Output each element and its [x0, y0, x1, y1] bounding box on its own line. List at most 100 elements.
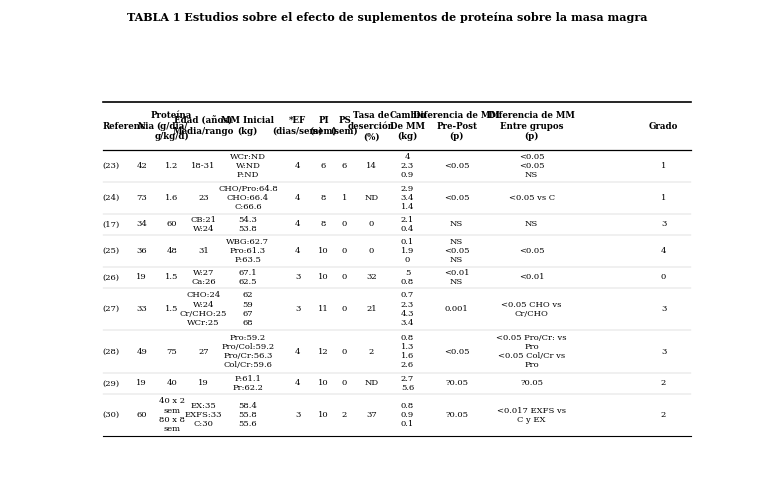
Text: 4: 4 [295, 221, 300, 229]
Text: 49: 49 [136, 348, 147, 356]
Text: TABLA 1 Estudios sobre el efecto de suplementos de proteína sobre la masa magra: TABLA 1 Estudios sobre el efecto de supl… [127, 12, 647, 23]
Text: 0: 0 [342, 221, 347, 229]
Text: CHO/Pro:64.8
CHO:66.4
C:66.6: CHO/Pro:64.8 CHO:66.4 C:66.6 [218, 185, 278, 211]
Text: 36: 36 [136, 247, 147, 255]
Text: (17): (17) [103, 221, 120, 229]
Text: 1.5: 1.5 [165, 305, 179, 313]
Text: Grado: Grado [649, 122, 678, 131]
Text: (27): (27) [103, 305, 120, 313]
Text: 4
2.3
0.9: 4 2.3 0.9 [401, 153, 414, 179]
Text: 2.9
3.4
1.4: 2.9 3.4 1.4 [401, 185, 414, 211]
Text: 2: 2 [661, 379, 666, 387]
Text: ?0.05: ?0.05 [445, 379, 468, 387]
Text: 48: 48 [166, 247, 177, 255]
Text: 3: 3 [661, 221, 666, 229]
Text: 54.3
53.8: 54.3 53.8 [238, 216, 257, 233]
Text: 27: 27 [198, 348, 209, 356]
Text: 23: 23 [198, 194, 209, 202]
Text: 3: 3 [661, 305, 666, 313]
Text: <0.05: <0.05 [444, 194, 469, 202]
Text: 0.7
2.3
4.3
3.4: 0.7 2.3 4.3 3.4 [401, 291, 414, 327]
Text: Referencia: Referencia [103, 122, 155, 131]
Text: 0: 0 [342, 273, 347, 281]
Text: <0.05 Pro/Cr: vs
Pro
<0.05 Col/Cr vs
Pro: <0.05 Pro/Cr: vs Pro <0.05 Col/Cr vs Pro [496, 334, 567, 369]
Text: 34: 34 [136, 221, 147, 229]
Text: WCr:ND
W:ND
P:ND: WCr:ND W:ND P:ND [230, 153, 266, 179]
Text: CB:21
W:24: CB:21 W:24 [190, 216, 217, 233]
Text: 2: 2 [661, 411, 666, 419]
Text: 0: 0 [342, 379, 347, 387]
Text: <0.05: <0.05 [519, 247, 544, 255]
Text: ?0.05: ?0.05 [445, 411, 468, 419]
Text: Edad (años)
Media/rango: Edad (años) Media/rango [173, 116, 235, 136]
Text: <0.01
NS: <0.01 NS [444, 269, 469, 286]
Text: <0.01: <0.01 [519, 273, 544, 281]
Text: 11: 11 [318, 305, 329, 313]
Text: <0.05: <0.05 [444, 348, 469, 356]
Text: PI
(sem): PI (sem) [310, 116, 337, 136]
Text: 33: 33 [136, 305, 147, 313]
Text: CHO:24
W:24
Cr/CHO:25
WCr:25: CHO:24 W:24 Cr/CHO:25 WCr:25 [180, 291, 228, 327]
Text: 4: 4 [661, 247, 666, 255]
Text: 1.6: 1.6 [165, 194, 178, 202]
Text: 8: 8 [320, 194, 326, 202]
Text: 75: 75 [166, 348, 177, 356]
Text: W:27
Ca:26: W:27 Ca:26 [191, 269, 216, 286]
Text: 0: 0 [661, 273, 666, 281]
Text: 60: 60 [166, 221, 177, 229]
Text: Tasa de
deserción
(%): Tasa de deserción (%) [348, 111, 395, 141]
Text: MM Inicial
(kg): MM Inicial (kg) [221, 116, 275, 136]
Text: 19: 19 [198, 379, 209, 387]
Text: 18-31: 18-31 [191, 162, 216, 170]
Text: Diferencia de MM
Pre-Post
(p): Diferencia de MM Pre-Post (p) [413, 111, 500, 141]
Text: 1.2: 1.2 [165, 162, 178, 170]
Text: 4: 4 [295, 194, 300, 202]
Text: NS
<0.05
NS: NS <0.05 NS [444, 238, 469, 264]
Text: Pro:59.2
Pro/Col:59.2
Pro/Cr:56.3
Col/Cr:59.6: Pro:59.2 Pro/Col:59.2 Pro/Cr:56.3 Col/Cr… [221, 334, 275, 369]
Text: 40 x 2
sem
80 x 8
sem: 40 x 2 sem 80 x 8 sem [159, 397, 185, 433]
Text: 0: 0 [369, 221, 374, 229]
Text: PS
(sem): PS (sem) [330, 116, 358, 136]
Text: 0.1
1.9
0: 0.1 1.9 0 [401, 238, 414, 264]
Text: 0.8
0.9
0.1: 0.8 0.9 0.1 [401, 402, 414, 429]
Text: ?0.05: ?0.05 [520, 379, 543, 387]
Text: 31: 31 [198, 247, 209, 255]
Text: 10: 10 [318, 411, 329, 419]
Text: 21: 21 [366, 305, 377, 313]
Text: (25): (25) [103, 247, 120, 255]
Text: 1: 1 [342, 194, 348, 202]
Text: 42: 42 [136, 162, 147, 170]
Text: 4: 4 [295, 247, 300, 255]
Text: 5
0.8: 5 0.8 [401, 269, 414, 286]
Text: 1: 1 [661, 194, 666, 202]
Text: 0.001: 0.001 [445, 305, 468, 313]
Text: 12: 12 [318, 348, 329, 356]
Text: (29): (29) [103, 379, 120, 387]
Text: (28): (28) [103, 348, 120, 356]
Text: 1: 1 [661, 162, 666, 170]
Text: 0: 0 [342, 348, 347, 356]
Text: NS: NS [450, 221, 464, 229]
Text: 14: 14 [366, 162, 377, 170]
Text: 2: 2 [369, 348, 374, 356]
Text: 6: 6 [342, 162, 347, 170]
Text: 62
59
67
68: 62 59 67 68 [242, 291, 253, 327]
Text: 0: 0 [342, 247, 347, 255]
Text: 3: 3 [295, 305, 300, 313]
Text: <0.05 vs C: <0.05 vs C [509, 194, 555, 202]
Text: P:61.1
Pr:62.2: P:61.1 Pr:62.2 [232, 375, 263, 392]
Text: 2: 2 [342, 411, 347, 419]
Text: N: N [138, 122, 146, 131]
Text: EX:35
EXFS:33
C:30: EX:35 EXFS:33 C:30 [185, 402, 222, 429]
Text: 73: 73 [136, 194, 147, 202]
Text: 19: 19 [136, 379, 147, 387]
Text: 37: 37 [366, 411, 377, 419]
Text: 1.5: 1.5 [165, 273, 179, 281]
Text: (24): (24) [103, 194, 120, 202]
Text: 0: 0 [369, 247, 374, 255]
Text: 2.1
0.4: 2.1 0.4 [401, 216, 414, 233]
Text: ND: ND [365, 194, 378, 202]
Text: 10: 10 [318, 247, 329, 255]
Text: WBG:62.7
Pro:61.3
P:63.5: WBG:62.7 Pro:61.3 P:63.5 [227, 238, 269, 264]
Text: Proteína
(g/dia/
g/kg/d): Proteína (g/dia/ g/kg/d) [151, 111, 193, 141]
